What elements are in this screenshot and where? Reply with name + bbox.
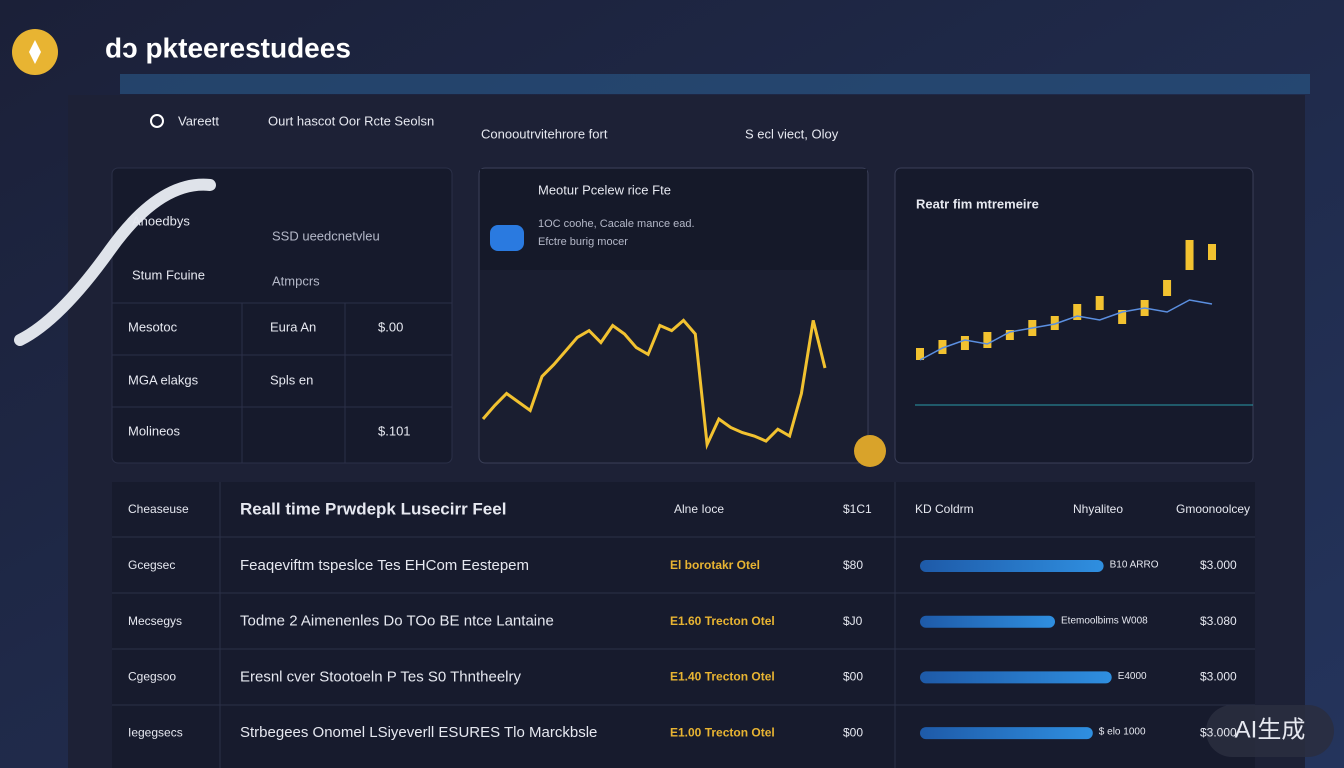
coin-decoration (854, 435, 886, 467)
badge (1206, 705, 1334, 757)
candle (1073, 304, 1082, 320)
table-cell: $3.000 (1200, 670, 1237, 684)
cell: Molineos (128, 423, 181, 438)
nav-item[interactable]: Conooutrvitehrore fort (481, 126, 608, 141)
nav-icon (150, 114, 164, 128)
candle (1005, 330, 1014, 340)
logo-mark (29, 40, 41, 64)
trend-line (919, 299, 1213, 361)
progress-bar (920, 727, 1093, 740)
table-header: Cheaseuse (128, 502, 189, 516)
card-title: Meotur Pcelew rice Fte (538, 182, 671, 197)
table-cell: Feaqeviftm tspeslce Tes EHCom Eestepem (240, 557, 529, 574)
table-header: Reall time Prwdepk Lusecirr Feel (240, 499, 506, 518)
cell: Eura An (270, 319, 316, 334)
table-cell: $00 (843, 725, 863, 739)
candle (960, 336, 969, 350)
badge-text: AI生成 (1235, 716, 1306, 743)
table-cell: $80 (843, 558, 863, 572)
header-band (120, 74, 1310, 94)
bar-label: B10 ARRO (1110, 560, 1159, 571)
table-header: KD Coldrm (915, 502, 974, 516)
candle (1185, 240, 1194, 270)
magnifier-decoration (14, 178, 216, 346)
price-line (481, 318, 827, 451)
nav-item[interactable]: Vareett (178, 113, 219, 128)
table-cell: Iegegsecs (128, 725, 183, 739)
table-cell: Eresnl cver Stootoeln P Tes S0 Thntheelr… (240, 668, 521, 685)
table-cell: Strbegees Onomel LSiyeverll ESURES Tlo M… (240, 724, 597, 741)
cell: MGA elakgs (128, 372, 199, 387)
bar-label: $ elo 1000 (1099, 727, 1146, 738)
card-text: Efctre burig mocer (538, 236, 628, 248)
cell: $.00 (378, 319, 403, 334)
card-value: Atmpcrs (272, 273, 320, 288)
table-cell: Mecsegys (128, 614, 182, 628)
table-cell: E1.60 Trecton Otel (670, 614, 775, 628)
progress-bar (920, 671, 1112, 684)
table-cell: $00 (843, 670, 863, 684)
table-header: Nhyaliteo (1073, 502, 1123, 516)
table (112, 482, 1255, 768)
app-title: dɔ pkteerestudees (105, 32, 351, 63)
cell: Spls en (270, 372, 313, 387)
card-grid (112, 302, 452, 463)
candle (1163, 280, 1172, 296)
table-header: Gmoonoolcey (1176, 502, 1250, 516)
left-card (111, 167, 453, 464)
table-cell: $3.080 (1200, 614, 1237, 628)
table-cell: Cgegsoo (128, 670, 176, 684)
table-cell: Gcegsec (128, 558, 175, 572)
candle (1095, 296, 1104, 310)
nav-item[interactable]: Ourt hascot Oor Rcte Seolsn (268, 113, 434, 128)
bar-label: E4000 (1118, 671, 1147, 682)
table-cell: $3.000 (1200, 558, 1237, 572)
candle (1208, 244, 1216, 260)
table-grid (112, 482, 1255, 768)
price-card-header (480, 169, 867, 270)
table-cell: E1.00 Trecton Otel (670, 725, 775, 739)
candle (1118, 310, 1127, 324)
candle (983, 332, 992, 348)
bar-label: Etemoolbims W008 (1061, 615, 1148, 626)
candle (938, 340, 947, 354)
cell: Mesotoc (128, 319, 178, 334)
candle (916, 348, 924, 360)
cell: $.101 (378, 423, 411, 438)
progress-bar (920, 560, 1104, 572)
candle (1050, 316, 1059, 330)
nav-item[interactable]: S ecl viect, Oloy (745, 126, 839, 141)
card-label: Stum Fcuine (132, 267, 205, 282)
table-cell: $3.000 (1200, 725, 1237, 739)
table-cell: El borotakr Otel (670, 558, 760, 572)
table-cell: E1.40 Trecton Otel (670, 670, 775, 684)
table-header: Alne Ioce (674, 502, 724, 516)
chat-icon (490, 225, 524, 251)
card-value: SSD ueedcnetvleu (272, 228, 380, 243)
table-cell: $J0 (843, 614, 863, 628)
card-title: Reatr fim mtremeire (916, 196, 1039, 211)
card-label: Anoedbys (132, 213, 190, 228)
progress-bar (920, 615, 1055, 628)
table-header: $1C1 (843, 502, 872, 516)
card-text: 1OC coohe, Cacale mance ead. (538, 218, 695, 230)
table-cell: Todme 2 Aimenenles Do TOo BE ntce Lantai… (240, 613, 554, 630)
